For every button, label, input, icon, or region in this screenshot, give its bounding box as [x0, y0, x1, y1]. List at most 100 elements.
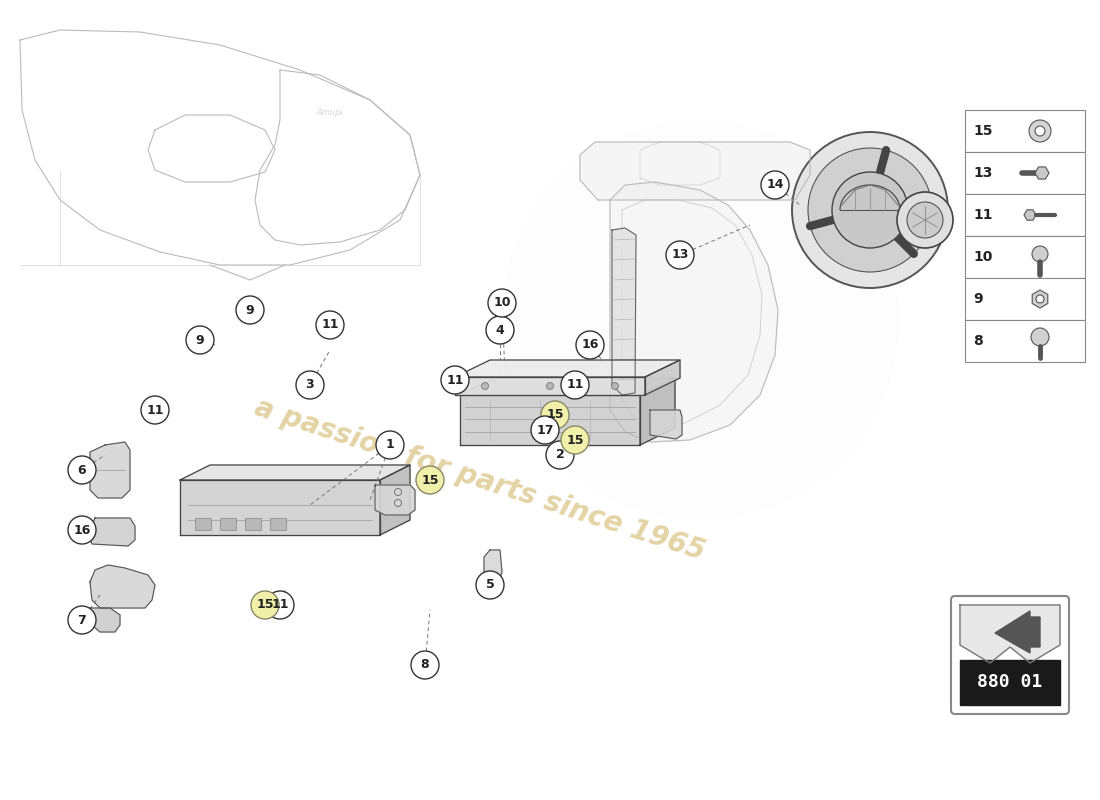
- Circle shape: [666, 241, 694, 269]
- Text: a passion for parts since 1965: a passion for parts since 1965: [251, 394, 708, 566]
- Circle shape: [546, 441, 574, 469]
- Text: 9: 9: [245, 303, 254, 317]
- Polygon shape: [580, 142, 810, 200]
- Text: 8: 8: [420, 658, 429, 671]
- Circle shape: [832, 172, 908, 248]
- Text: 8: 8: [974, 334, 982, 348]
- FancyBboxPatch shape: [952, 596, 1069, 714]
- Bar: [965, 320, 1085, 362]
- Bar: [965, 152, 1085, 194]
- Polygon shape: [1024, 210, 1036, 220]
- Text: 15: 15: [547, 409, 563, 422]
- Circle shape: [476, 571, 504, 599]
- Polygon shape: [460, 395, 640, 445]
- Text: 3: 3: [306, 378, 315, 391]
- Polygon shape: [1032, 290, 1048, 308]
- Circle shape: [612, 382, 618, 390]
- Text: 17: 17: [537, 423, 553, 437]
- Circle shape: [896, 192, 953, 248]
- Polygon shape: [645, 360, 680, 395]
- Text: 7: 7: [78, 614, 87, 626]
- Polygon shape: [455, 360, 680, 377]
- Bar: [965, 110, 1085, 152]
- Circle shape: [141, 396, 169, 424]
- Bar: [245, 518, 261, 530]
- Text: 14: 14: [767, 178, 783, 191]
- Text: 13: 13: [671, 249, 689, 262]
- Circle shape: [1032, 246, 1048, 262]
- Circle shape: [1028, 120, 1050, 142]
- Polygon shape: [455, 377, 645, 395]
- Circle shape: [376, 431, 404, 459]
- Text: 11: 11: [272, 598, 288, 611]
- Polygon shape: [1035, 167, 1049, 179]
- Text: 15: 15: [421, 474, 439, 486]
- Polygon shape: [180, 465, 410, 480]
- Circle shape: [1035, 126, 1045, 136]
- Polygon shape: [379, 465, 410, 535]
- Text: 10: 10: [974, 250, 992, 264]
- Polygon shape: [484, 550, 502, 588]
- Text: 16: 16: [74, 523, 90, 537]
- Circle shape: [561, 371, 588, 399]
- Polygon shape: [996, 611, 1040, 653]
- Text: 11: 11: [321, 318, 339, 331]
- Polygon shape: [180, 480, 380, 535]
- Text: 9: 9: [196, 334, 205, 346]
- Circle shape: [808, 148, 932, 272]
- Circle shape: [541, 401, 569, 429]
- Text: 12: 12: [1016, 238, 1034, 251]
- Circle shape: [416, 466, 444, 494]
- Polygon shape: [612, 228, 636, 395]
- Circle shape: [482, 382, 488, 390]
- Polygon shape: [960, 605, 1060, 663]
- Text: 880 01: 880 01: [978, 673, 1043, 691]
- Text: 11: 11: [447, 374, 464, 386]
- Circle shape: [411, 651, 439, 679]
- Text: 9: 9: [974, 292, 982, 306]
- Circle shape: [68, 456, 96, 484]
- Circle shape: [266, 591, 294, 619]
- Circle shape: [296, 371, 324, 399]
- Polygon shape: [90, 608, 120, 632]
- Polygon shape: [640, 378, 675, 445]
- Bar: [960, 660, 1060, 705]
- Polygon shape: [90, 565, 155, 608]
- Circle shape: [251, 591, 279, 619]
- Text: 11: 11: [566, 378, 584, 391]
- Text: 6: 6: [78, 463, 86, 477]
- Circle shape: [531, 416, 559, 444]
- Polygon shape: [90, 442, 130, 498]
- Circle shape: [547, 382, 553, 390]
- Text: Amupi: Amupi: [317, 108, 343, 117]
- Text: 13: 13: [974, 166, 992, 180]
- Circle shape: [316, 311, 344, 339]
- Polygon shape: [460, 378, 675, 395]
- Circle shape: [236, 296, 264, 324]
- Circle shape: [500, 120, 900, 520]
- Text: 5: 5: [485, 578, 494, 591]
- Text: 11: 11: [974, 208, 992, 222]
- Circle shape: [908, 202, 943, 238]
- Circle shape: [576, 331, 604, 359]
- Polygon shape: [650, 410, 682, 439]
- Bar: [195, 518, 211, 530]
- Circle shape: [486, 316, 514, 344]
- Circle shape: [761, 171, 789, 199]
- Text: 1: 1: [386, 438, 395, 451]
- Text: 15: 15: [974, 124, 992, 138]
- Polygon shape: [610, 182, 778, 442]
- Text: 15: 15: [566, 434, 584, 446]
- Circle shape: [441, 366, 469, 394]
- Circle shape: [1011, 231, 1040, 259]
- Circle shape: [792, 132, 948, 288]
- Bar: [220, 518, 236, 530]
- Text: 2: 2: [556, 449, 564, 462]
- Polygon shape: [375, 485, 415, 515]
- Text: 16: 16: [581, 338, 598, 351]
- Circle shape: [1031, 328, 1049, 346]
- Circle shape: [561, 426, 588, 454]
- Circle shape: [1036, 295, 1044, 303]
- Text: 10: 10: [493, 297, 510, 310]
- Circle shape: [68, 606, 96, 634]
